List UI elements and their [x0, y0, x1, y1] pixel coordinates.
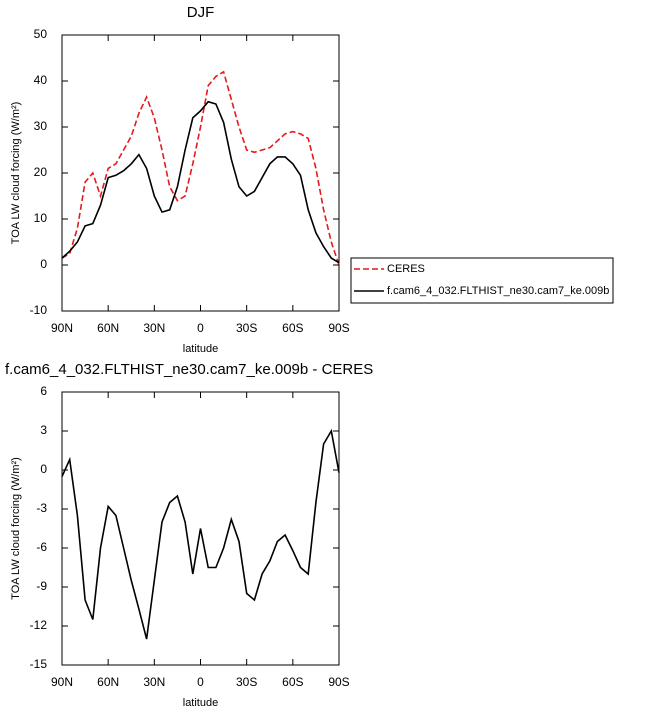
y-tick-label: -12	[30, 618, 48, 632]
x-tick-label: 60S	[282, 321, 303, 335]
data-line	[61, 428, 340, 640]
y-tick-label: 10	[34, 211, 48, 225]
x-tick-label: 30N	[143, 321, 165, 335]
x-tick-label: 90S	[328, 321, 349, 335]
legend-label: f.cam6_4_032.FLTHIST_ne30.cam7_ke.009b	[387, 285, 609, 297]
x-axis-label: latitude	[183, 343, 218, 355]
y-tick-label: 3	[40, 423, 47, 437]
y-tick-label: -3	[36, 501, 47, 515]
y-tick-label: 6	[40, 384, 47, 398]
legend-label: CERES	[387, 263, 425, 275]
x-tick-label: 30S	[236, 321, 257, 335]
x-tick-label: 60N	[97, 321, 119, 335]
plot-frame	[61, 34, 340, 312]
y-tick-label: 0	[40, 257, 47, 271]
x-tick-label: 90N	[51, 321, 73, 335]
x-tick-label: 0	[197, 675, 204, 689]
legend-box	[350, 257, 614, 304]
chart-title: f.cam6_4_032.FLTHIST_ne30.cam7_ke.009b -…	[5, 361, 373, 378]
x-axis-label: latitude	[183, 697, 218, 709]
y-axis-label: TOA LW cloud forcing (W/m²)	[10, 102, 22, 245]
x-tick-label: 60N	[97, 675, 119, 689]
data-line	[61, 100, 340, 264]
y-tick-label: 30	[34, 119, 48, 133]
y-tick-label: -15	[30, 657, 48, 671]
y-tick-label: 50	[34, 27, 48, 41]
x-tick-label: 90S	[328, 675, 349, 689]
y-axis-label: TOA LW cloud forcing (W/m²)	[10, 457, 22, 600]
y-tick-label: -6	[36, 540, 47, 554]
y-tick-label: 0	[40, 462, 47, 476]
x-tick-label: 0	[197, 321, 204, 335]
y-tick-label: -9	[36, 579, 47, 593]
y-tick-label: 20	[34, 165, 48, 179]
x-tick-label: 60S	[282, 675, 303, 689]
chart-title: DJF	[187, 4, 215, 21]
y-tick-label: -10	[30, 303, 48, 317]
y-tick-label: 40	[34, 73, 48, 87]
x-tick-label: 90N	[51, 675, 73, 689]
x-tick-label: 30S	[236, 675, 257, 689]
x-tick-label: 30N	[143, 675, 165, 689]
data-line	[61, 70, 340, 266]
